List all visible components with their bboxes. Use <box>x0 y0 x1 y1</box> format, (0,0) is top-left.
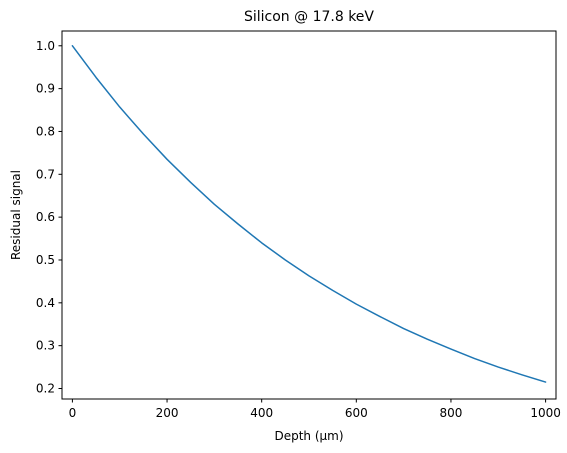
y-tick-label: 0.4 <box>36 296 55 310</box>
y-tick-label: 0.8 <box>36 124 55 138</box>
series-line <box>71 45 547 383</box>
y-axis-label: Residual signal <box>9 170 23 260</box>
y-tick-label: 0.3 <box>36 339 55 353</box>
x-tick-label: 200 <box>156 406 179 420</box>
x-tick-label: 800 <box>440 406 463 420</box>
x-tick-label: 0 <box>69 406 77 420</box>
chart-title: Silicon @ 17.8 keV <box>244 9 374 25</box>
series-layer <box>71 45 547 383</box>
y-tick-label: 0.7 <box>36 167 55 181</box>
x-tick-label: 400 <box>250 406 273 420</box>
y-tick-label: 0.9 <box>36 82 55 96</box>
y-tick-label: 0.2 <box>36 382 55 396</box>
y-tick-label: 0.6 <box>36 210 55 224</box>
x-axis-ticks: 0 200 400 600 800 1000 <box>69 399 561 420</box>
x-tick-label: 1000 <box>530 406 561 420</box>
axes-frame <box>61 30 557 400</box>
x-axis-label: Depth (µm) <box>274 429 343 443</box>
x-tick-label: 600 <box>345 406 368 420</box>
y-tick-label: 0.5 <box>36 253 55 267</box>
y-tick-label: 1.0 <box>36 39 55 53</box>
y-axis-ticks: 0.2 0.3 0.4 0.5 0.6 0.7 0.8 0.9 1.0 <box>36 39 62 396</box>
